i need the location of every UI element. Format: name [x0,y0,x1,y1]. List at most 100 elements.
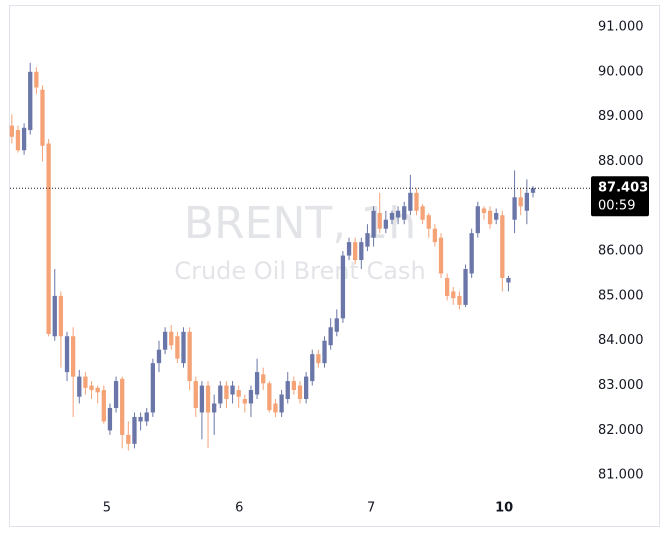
candle-body [402,206,407,220]
candle-body [518,197,523,207]
candle-body [261,374,266,384]
candle-body [40,89,45,146]
candle-body [487,210,493,225]
candle-body [346,242,352,256]
y-tick-label: 91.000 [598,19,644,34]
candle-body [230,385,235,395]
candle-body [71,336,76,377]
candle-body [218,385,223,404]
candle-body [365,233,370,247]
candle-body [303,376,309,400]
candle-body [481,208,487,213]
last-price-label: 87.403 [598,181,648,196]
chart-frame [9,5,660,527]
x-tick-label: 10 [495,501,513,516]
candle-body [273,403,278,413]
y-tick-label: 88.000 [598,154,644,169]
candle-body [285,381,290,400]
candle-body [512,197,517,220]
candle-body [34,71,39,88]
candle-body [530,188,536,193]
x-tick-label: 7 [367,501,375,516]
candle-body [408,192,413,211]
candle-body [52,295,57,337]
candle-body [95,387,100,393]
candle-body [193,381,198,408]
candle-body [414,192,419,211]
candle-body [162,331,168,350]
candle-body [500,215,505,278]
candle-body [132,416,137,444]
candle-body [340,255,346,319]
candle-body [297,385,303,400]
candle-body [475,206,480,234]
candle-body [175,336,180,359]
candle-body [181,331,186,364]
candle-body [389,212,395,220]
candle-body [420,206,425,220]
candle-body [199,385,205,413]
y-tick-label: 86.000 [598,244,644,259]
countdown: 00:59 [598,199,635,214]
candle-body [524,192,529,211]
candle-body [15,130,21,151]
y-tick-label: 85.000 [598,288,644,303]
candle-body [451,291,456,299]
candle-body [64,336,70,373]
candle-body [359,242,364,261]
candle-body [28,71,33,131]
candle-body [426,215,431,229]
candle-body [150,363,155,413]
candle-body [463,269,468,305]
candle-body [224,385,229,400]
candle-body [120,378,125,435]
candle-body [138,416,143,422]
candle-body [113,381,119,408]
candle-body [107,407,113,431]
candle-body [469,233,474,274]
candle-body [494,212,499,220]
candle-body [395,210,401,218]
candle-body [187,331,192,382]
candle-body [156,349,162,364]
candle-body [236,390,241,397]
y-tick-label: 83.000 [598,378,644,393]
x-tick-label: 6 [235,501,243,516]
candle-body [267,383,272,411]
candle-body [144,412,149,422]
candle-body [101,390,106,422]
watermark-symbol: BRENT, 1h [184,198,416,249]
candle-body [126,434,131,444]
candle-body [279,394,284,413]
candle-body [457,295,462,305]
candle-body [169,331,174,346]
candle-body [328,327,333,346]
candle-body [242,399,247,404]
candle-body [58,295,64,337]
candle-body [248,390,254,404]
candle-body [322,340,327,364]
candle-body [310,354,315,382]
candle-body [371,210,376,238]
candle-body [212,403,217,413]
candle-body [254,372,260,395]
candle-body [377,212,382,229]
y-tick-label: 89.000 [598,109,644,124]
y-tick-label: 84.000 [598,333,644,348]
price-tag [591,176,649,217]
y-tick-label: 90.000 [598,64,644,79]
candle-body [291,381,297,391]
y-tick-label: 82.000 [598,423,644,438]
candle-body [353,242,358,261]
candle-body [46,143,51,335]
candle-body [445,277,450,296]
candle-body [334,318,339,332]
candle-body [432,228,438,243]
candle-body [89,385,94,391]
candle-body [205,385,211,413]
candle-body [316,354,321,364]
x-tick-label: 5 [103,501,111,516]
candle-body [506,277,511,283]
candle-body [83,376,88,388]
